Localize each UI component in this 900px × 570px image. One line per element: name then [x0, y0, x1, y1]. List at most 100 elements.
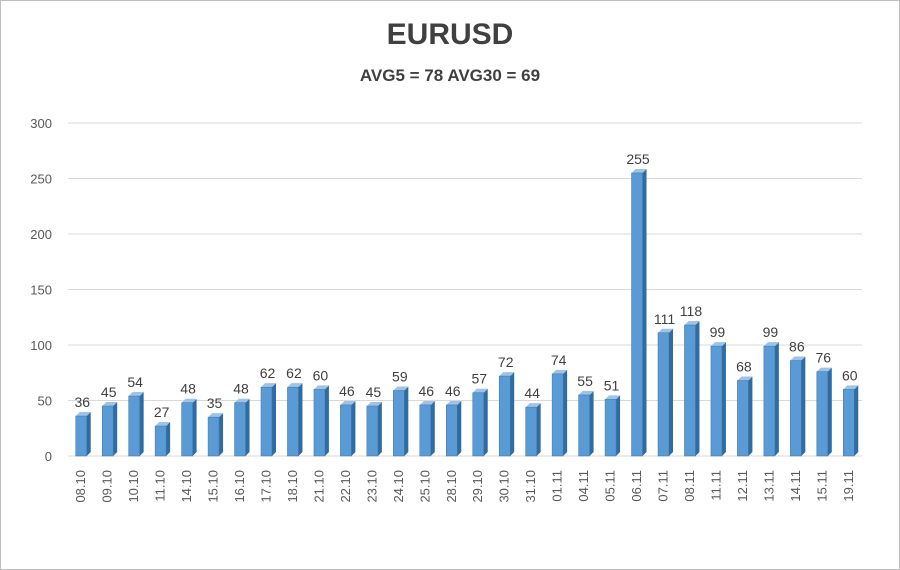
data-label: 118: [680, 303, 703, 319]
bar-side: [642, 168, 647, 456]
bar-top: [843, 385, 859, 390]
x-tick-label: 09.10: [100, 470, 115, 503]
bar: [313, 385, 329, 457]
x-tick-label: 11.11: [708, 470, 723, 501]
bar-top: [605, 395, 621, 400]
x-tick-label: 08.10: [73, 470, 88, 503]
bar-front: [260, 386, 273, 457]
x-tick-label: 18.10: [285, 470, 300, 503]
bar-side: [404, 386, 409, 456]
bar-side: [351, 400, 356, 456]
bar-front: [446, 404, 458, 457]
bar-side: [510, 372, 515, 456]
bar-top: [631, 168, 647, 173]
bar-top: [552, 369, 568, 374]
bar-front: [843, 389, 855, 457]
bar-front: [525, 406, 537, 457]
bar-side: [219, 413, 224, 456]
bar-side: [298, 383, 303, 456]
chart-subtitle: AVG5 = 78 AVG30 = 69: [359, 66, 541, 85]
bar-top: [234, 398, 250, 403]
bar-top: [208, 413, 224, 418]
bar-side: [563, 369, 568, 456]
bar: [128, 392, 144, 457]
x-tick-label: 29.10: [470, 470, 485, 503]
bar-side: [272, 383, 276, 456]
data-labels: 36 45 54 27 48 35 48 62 62 60 46 45 59 46 46 57 72 44 74 55…: [74, 151, 857, 420]
bar-top: [340, 400, 356, 405]
data-label: 76: [816, 350, 832, 366]
bar: [472, 388, 488, 457]
data-label: 35: [207, 395, 223, 411]
bar-top: [287, 383, 303, 388]
data-label: 255: [626, 151, 650, 167]
data-label: 99: [763, 324, 779, 340]
bar-top: [102, 402, 118, 407]
bar-top: [816, 367, 832, 372]
x-tick-label: 14.10: [179, 470, 194, 503]
gridlines: [68, 122, 862, 457]
bar-front: [604, 399, 617, 457]
bar-front: [631, 172, 643, 457]
data-label: 62: [286, 365, 302, 381]
y-tick-label: 300: [30, 116, 52, 131]
bar-front: [816, 371, 829, 457]
data-label: 27: [154, 404, 170, 420]
bar-front: [551, 373, 564, 457]
bar-side: [86, 412, 91, 456]
bar: [393, 386, 409, 457]
bar-front: [657, 332, 670, 457]
data-label: 45: [101, 384, 117, 400]
bar: [181, 398, 197, 457]
bar: [763, 342, 779, 457]
x-tick-label: 14.11: [788, 470, 803, 502]
bar-top: [763, 342, 779, 347]
x-tick-label: 10.10: [126, 470, 141, 503]
bar-top: [128, 392, 144, 397]
bar: [790, 356, 806, 457]
bar-front: [790, 360, 802, 457]
bar-front: [710, 345, 723, 457]
bar-top: [525, 403, 541, 408]
bar: [340, 400, 356, 457]
bar: [816, 367, 832, 457]
bar-front: [128, 395, 140, 457]
data-label: 68: [736, 359, 752, 375]
bar-front: [419, 404, 432, 457]
bar: [419, 400, 435, 457]
bar-top: [790, 356, 806, 361]
bar-top: [499, 372, 515, 377]
x-tick-label: 25.10: [417, 470, 432, 503]
x-tick-label: 08.11: [682, 470, 697, 502]
bar-top: [155, 422, 171, 427]
bar-side: [774, 342, 779, 456]
x-tick-label: 12.11: [735, 470, 750, 502]
bar-top: [181, 398, 197, 403]
bar: [366, 402, 382, 457]
bar-top: [393, 386, 409, 391]
bar: [843, 385, 859, 457]
bar-top: [313, 385, 329, 390]
x-tick-label: 07.11: [656, 470, 671, 502]
bar-front: [393, 390, 405, 457]
data-label: 44: [524, 385, 540, 401]
bar-front: [366, 405, 379, 457]
data-label: 48: [180, 381, 196, 397]
bar-side: [695, 321, 700, 456]
x-tick-label: 15.10: [206, 470, 221, 503]
x-tick-label: 06.11: [629, 470, 644, 502]
x-tick-label: 19.11: [841, 470, 856, 502]
bar-front: [207, 416, 220, 457]
bar-side: [139, 392, 144, 456]
data-label: 55: [577, 373, 593, 389]
bar: [498, 372, 515, 457]
bar: [657, 328, 673, 457]
x-tick-label: 21.10: [311, 470, 326, 503]
data-label: 51: [604, 377, 620, 393]
bar-side: [801, 356, 806, 456]
bar-front: [763, 345, 776, 457]
x-axis-ticks: 08.10 09.10 10.10 11.10 14.10 15.10 16.10 17.10…: [73, 470, 856, 503]
bar-front: [101, 405, 114, 457]
bar-side: [166, 422, 171, 456]
bar: [287, 383, 303, 457]
